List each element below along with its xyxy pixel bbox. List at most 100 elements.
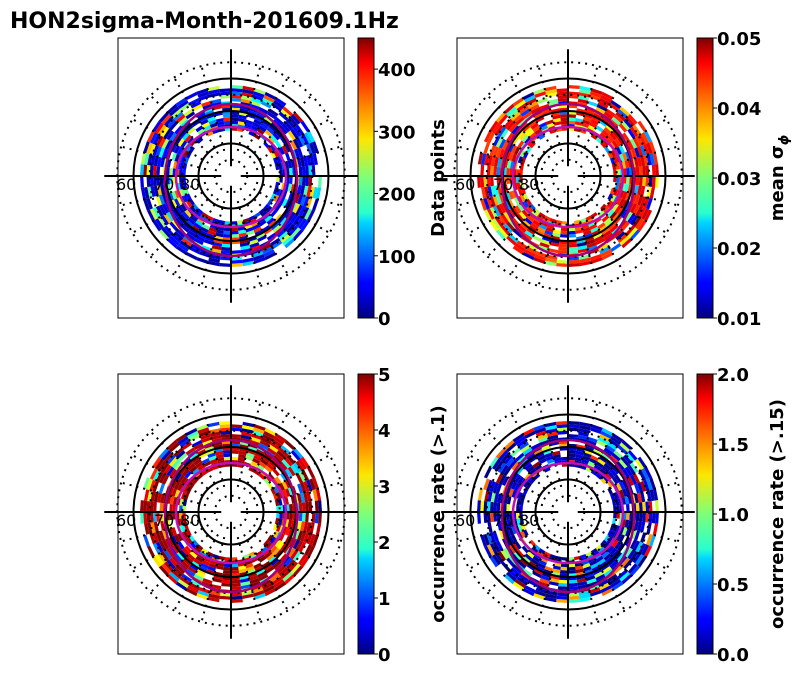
heatmap-cell <box>292 539 301 550</box>
heatmap-cell <box>221 582 231 587</box>
mlt-grid-line <box>573 536 600 626</box>
heatmap-cell <box>180 224 190 233</box>
heatmap-cell <box>155 195 162 206</box>
heatmap-cell <box>315 523 322 536</box>
heatmap-cell <box>609 547 617 556</box>
heatmap-cell <box>185 232 196 241</box>
heatmap-cell <box>298 541 307 553</box>
heatmap-cell <box>143 500 148 512</box>
heatmap-cell <box>635 554 644 566</box>
heatmap-cell <box>171 544 180 554</box>
heatmap-cell <box>301 512 306 522</box>
heatmap-cell <box>169 571 180 582</box>
heatmap-cell <box>177 146 184 155</box>
heatmap-cell <box>153 521 159 533</box>
plot-frame <box>456 373 684 655</box>
heatmap-cell <box>532 235 542 243</box>
heatmap-cell <box>270 134 278 143</box>
heatmap-cell <box>193 558 202 566</box>
heatmap-cell <box>621 238 633 249</box>
heatmap-cell <box>614 474 622 483</box>
heatmap-cell <box>301 469 310 481</box>
heatmap-cell <box>231 85 243 89</box>
heatmap-cell <box>603 447 614 456</box>
heatmap-cell <box>594 235 604 243</box>
auroral-oval-poleward <box>174 125 288 229</box>
heatmap-cell <box>594 571 604 579</box>
heatmap-cell <box>611 140 619 149</box>
heatmap-cell <box>273 436 285 445</box>
heatmap-cell <box>519 132 527 141</box>
heatmap-cell <box>289 167 293 176</box>
heatmap-cell <box>266 217 275 225</box>
heatmap-cell <box>552 229 561 234</box>
heatmap-cell <box>177 533 184 542</box>
heatmap-cell <box>219 263 231 267</box>
heatmap-cell <box>511 553 520 563</box>
heatmap-cell <box>146 209 155 222</box>
heatmap-cell <box>579 257 591 263</box>
heatmap-cell <box>483 209 492 222</box>
heatmap-cell <box>152 144 159 156</box>
heatmap-cell <box>552 565 561 570</box>
heatmap-cell <box>549 554 557 560</box>
heatmap-cell <box>642 165 646 176</box>
heatmap-cell <box>492 482 499 493</box>
heatmap-cell <box>495 540 504 551</box>
heatmap-cell <box>272 547 280 556</box>
heatmap-cell <box>545 257 557 263</box>
heatmap-cell <box>520 493 526 501</box>
heatmap-cell <box>207 116 216 122</box>
heatmap-cell <box>207 596 220 603</box>
heatmap-cell <box>503 439 515 450</box>
heatmap-cell <box>574 457 583 462</box>
heatmap-cell <box>181 237 192 247</box>
heatmap-cell <box>250 461 259 467</box>
heatmap-cell <box>208 563 217 569</box>
heatmap-cell <box>589 458 598 465</box>
colorbar-tick-label: 0 <box>378 309 391 330</box>
heatmap-cell <box>549 577 560 583</box>
heatmap-cell <box>622 191 628 200</box>
heatmap-cell <box>263 227 273 236</box>
heatmap-cell <box>613 450 624 460</box>
heatmap-cell <box>595 237 606 246</box>
heatmap-cell <box>568 566 576 571</box>
heatmap-cell <box>169 557 179 568</box>
mlt-grid-line <box>243 534 291 614</box>
heatmap-cell <box>210 431 221 437</box>
heatmap-cell <box>539 242 550 249</box>
heatmap-cell <box>257 128 265 135</box>
lat-label-60: 60 <box>455 511 475 530</box>
heatmap-cell <box>306 479 313 491</box>
heatmap-cell <box>241 590 253 596</box>
heatmap-cell <box>242 218 250 224</box>
heatmap-cell <box>290 563 301 574</box>
heatmap-cell <box>183 530 189 538</box>
heatmap-cell <box>622 488 628 497</box>
heatmap-cell <box>174 461 183 471</box>
heatmap-cell <box>206 233 215 239</box>
heatmap-cell <box>518 573 529 583</box>
heatmap-cell <box>206 467 214 473</box>
heatmap-cell <box>575 450 584 456</box>
heatmap-cell <box>638 502 643 512</box>
heatmap-cell <box>312 141 319 154</box>
heatmap-cell <box>592 550 600 557</box>
heatmap-cell <box>617 206 625 216</box>
heatmap-cell <box>497 126 507 137</box>
heatmap-cell <box>248 551 256 557</box>
heatmap-cell <box>506 496 512 505</box>
heatmap-cell <box>546 92 558 98</box>
heatmap-cell <box>512 433 525 443</box>
heatmap-cell <box>614 205 622 214</box>
mlt-grid-line <box>243 74 291 154</box>
heatmap-cell <box>576 241 587 247</box>
heatmap-cell <box>183 523 189 531</box>
heatmap-cell <box>581 224 590 230</box>
heatmap-cell <box>577 584 589 590</box>
mlt-grid-line <box>508 410 556 490</box>
heatmap-cell <box>533 448 544 456</box>
